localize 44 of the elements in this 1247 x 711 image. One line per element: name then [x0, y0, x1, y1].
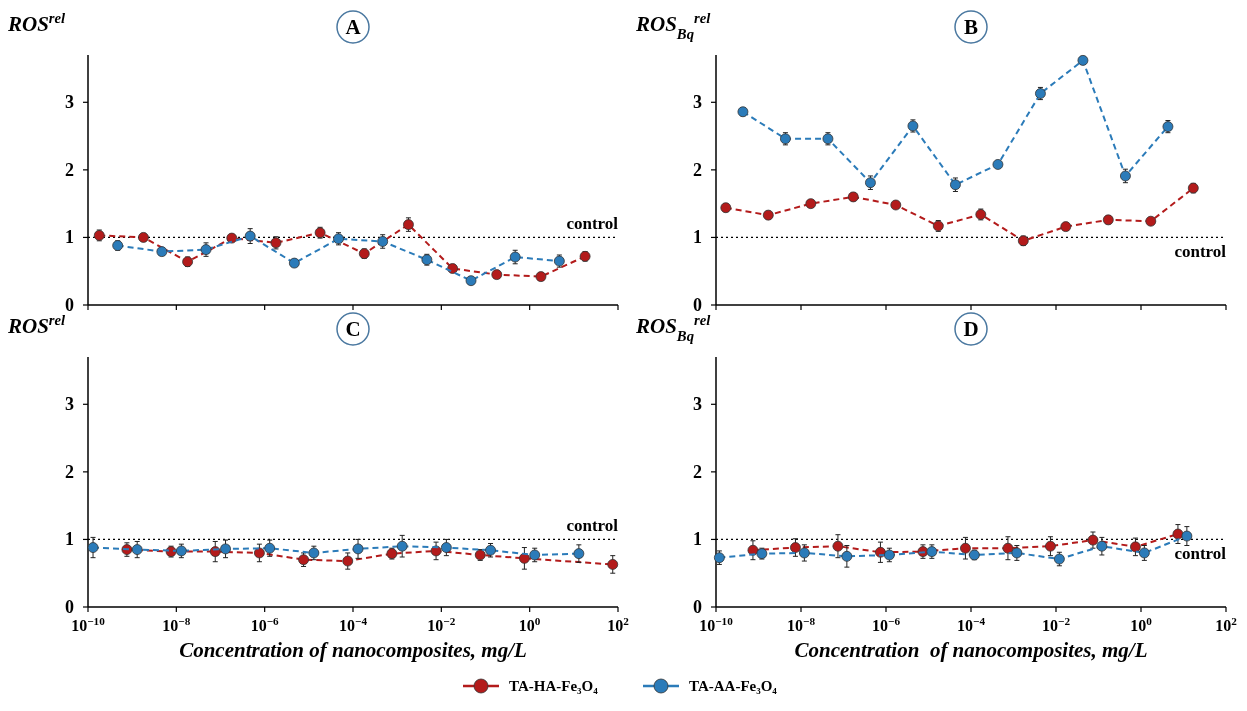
x-tick-label: 10$^{−4}$	[957, 615, 986, 634]
y-tick-label: 0	[65, 295, 74, 315]
x-axis-title: Concentration of nanocomposites, mg/L	[179, 638, 527, 662]
ref-line-label: control	[566, 214, 619, 234]
ref-line-label: control	[1174, 242, 1227, 262]
y-tick-label: 1	[65, 529, 74, 550]
x-tick-label: 10$^{−2}$	[1042, 615, 1071, 634]
y-tick-label: 2	[65, 461, 74, 482]
y-tick-label: 3	[693, 394, 702, 415]
x-tick-label: 10$^{0}$	[1130, 615, 1153, 634]
chart-title: A	[345, 15, 362, 39]
x-axis-title: Concentration of nanocomposites, mg/L	[794, 638, 1148, 662]
ref-line-label: control	[566, 516, 619, 536]
y-tick-label: 2	[65, 159, 74, 180]
y-tick-label: 0	[693, 597, 702, 617]
y-axis-title: ROS$^{rel}$	[7, 312, 67, 338]
legend-label: TA-AA-Fe₃O₄	[689, 678, 778, 694]
y-axis-title: ROS$^{rel}$	[7, 10, 67, 36]
chart-title: B	[963, 15, 979, 39]
y-tick-label: 1	[693, 529, 702, 550]
y-tick-label: 2	[693, 159, 702, 180]
x-tick-label: 10$^{2}$	[1215, 615, 1238, 634]
legend-label: TA-HA-Fe₃O₄	[509, 678, 599, 694]
ref-line-label: control	[1174, 544, 1227, 564]
x-tick-label: 10$^{−2}$	[427, 615, 456, 634]
x-tick-label: 10$^{−8}$	[787, 615, 816, 634]
x-tick-label: 10$^{−8}$	[162, 615, 191, 634]
chart-title: C	[345, 317, 361, 341]
chart-title: D	[963, 317, 979, 341]
y-tick-label: 2	[693, 461, 702, 482]
y-tick-label: 3	[65, 92, 74, 113]
y-tick-label: 0	[693, 295, 702, 315]
x-tick-label: 10$^{−10}$	[699, 615, 734, 634]
y-tick-label: 3	[693, 92, 702, 113]
x-tick-label: 10$^{2}$	[607, 615, 630, 634]
y-tick-label: 3	[65, 394, 74, 415]
x-tick-label: 10$^{−4}$	[339, 615, 368, 634]
y-tick-label: 1	[65, 227, 74, 248]
x-tick-label: 10$^{−6}$	[872, 615, 901, 634]
x-tick-label: 10$^{−6}$	[250, 615, 280, 634]
x-tick-label: 10$^{0}$	[518, 615, 541, 634]
y-tick-label: 1	[693, 227, 702, 248]
y-tick-label: 0	[65, 597, 74, 617]
x-tick-label: 10$^{−10}$	[71, 615, 106, 634]
